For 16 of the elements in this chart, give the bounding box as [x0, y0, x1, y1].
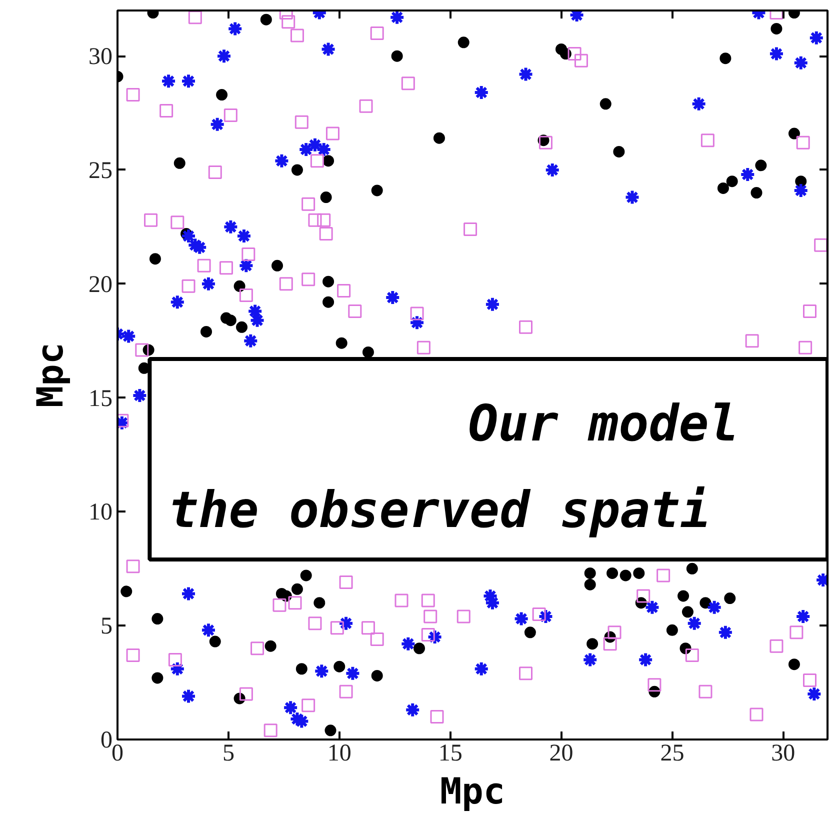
x-tick-label: 10 — [327, 740, 352, 766]
x-tick-label: 30 — [771, 740, 796, 766]
y-tick-label: 20 — [88, 272, 112, 298]
x-tick-label: 20 — [549, 740, 574, 766]
x-axis-title: Mpc — [440, 772, 506, 812]
x-tick-label: 15 — [438, 740, 462, 766]
y-tick-label: 30 — [88, 44, 112, 70]
x-tick-label: 5 — [222, 740, 234, 766]
x-tick-label: 25 — [660, 740, 684, 766]
annotation: the observed spati — [168, 481, 710, 540]
y-axis-title: Mpc — [30, 342, 72, 408]
y-tick-label: 10 — [88, 500, 112, 526]
annotation: Our model — [468, 394, 739, 452]
y-tick-label: 5 — [100, 614, 112, 640]
y-tick-label: 25 — [88, 158, 112, 184]
y-tick-label: 15 — [88, 386, 112, 412]
